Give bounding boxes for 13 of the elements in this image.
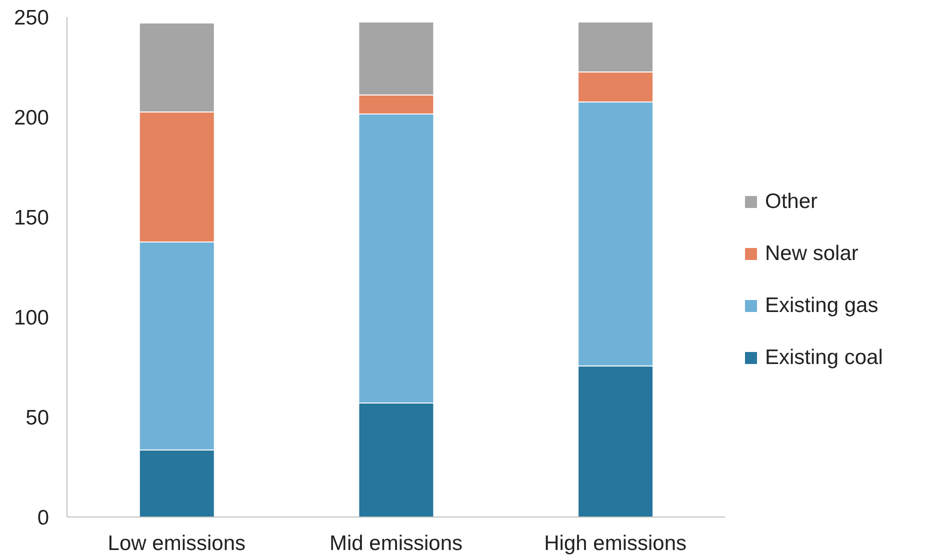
legend-label: New solar	[765, 242, 858, 266]
legend-label: Existing gas	[765, 294, 878, 318]
y-tick-label: 50	[26, 406, 49, 430]
y-tick-label: 100	[14, 306, 49, 330]
y-tick-label: 250	[14, 6, 49, 30]
y-tick-label: 200	[14, 106, 49, 130]
legend-label: Other	[765, 190, 818, 214]
x-tick-label: High emissions	[544, 532, 687, 555]
x-tick-label: Mid emissions	[329, 532, 463, 555]
y-tick-label: 0	[37, 506, 49, 530]
y-tick-label: 150	[14, 206, 49, 230]
x-tick-label: Low emissions	[108, 532, 246, 555]
legend-label: Existing coal	[765, 346, 883, 370]
